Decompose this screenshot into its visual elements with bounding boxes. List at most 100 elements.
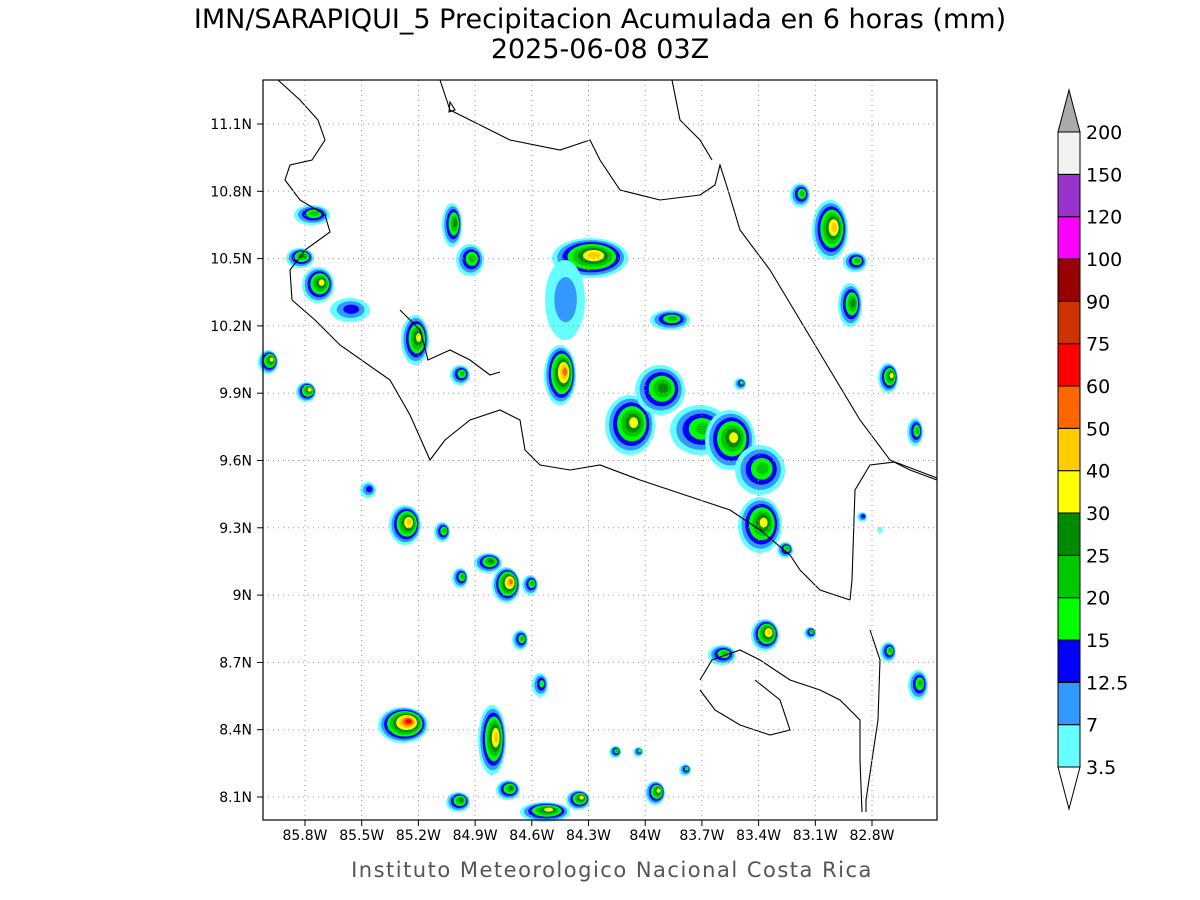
- rain-contour: [318, 279, 325, 286]
- rain-contour: [756, 462, 769, 475]
- rain-contour: [637, 748, 642, 753]
- graticule: 85.8W 85.5W 85.2W 84.9W 84.6W 84.3W 84W 83.7W 83…: [210, 80, 937, 844]
- rain-contour: [406, 519, 412, 526]
- rain-contour: [442, 527, 447, 533]
- lat-tick-label: 10.8N: [210, 184, 252, 200]
- lon-tick-label: 85.8W: [282, 828, 327, 844]
- colorbar-label: 100: [1086, 249, 1122, 271]
- lon-tick-label: 84.6W: [509, 828, 554, 844]
- colorbar-box: [1057, 258, 1081, 302]
- rain-contour: [562, 367, 568, 376]
- precipitation-field: [258, 183, 928, 822]
- colorbar: 3.5 7 12.5 15 20 25 30 40 50 60 75 90 100 120 150 200: [1057, 88, 1128, 811]
- colorbar-label: 25: [1086, 545, 1110, 567]
- title: IMN/SARAPIQUI_5 Precipitacion Acumulada …: [194, 4, 1006, 35]
- rain-contour: [759, 517, 768, 528]
- colorbar-box: [1057, 681, 1081, 726]
- rain-contour: [799, 190, 805, 197]
- rain-contour: [539, 680, 545, 688]
- rain-contour: [877, 527, 883, 533]
- rain-contour: [459, 370, 465, 376]
- lon-tick-label: 84.3W: [566, 828, 611, 844]
- footer: Instituto Meteorologico Nacional Costa R…: [351, 858, 873, 882]
- colorbar-box: [1057, 512, 1081, 556]
- colorbar-box: [1057, 470, 1081, 514]
- rain-contour: [831, 222, 838, 232]
- rain-contour: [889, 372, 894, 379]
- colorbar-label: 75: [1086, 334, 1110, 356]
- rain-contour: [307, 387, 312, 392]
- colorbar-label: 7: [1086, 715, 1098, 737]
- rain-contour: [729, 432, 739, 443]
- rain-contour: [468, 254, 476, 263]
- rain-contour: [416, 333, 422, 343]
- colorbar-box: [1057, 173, 1081, 218]
- colorbar-label: 30: [1086, 503, 1110, 525]
- lon-tick-label: 84W: [629, 828, 661, 844]
- rain-contour: [309, 210, 319, 216]
- rain-contour: [366, 486, 373, 493]
- map-frame: [262, 79, 938, 821]
- lon-tick-label: 85.2W: [396, 828, 441, 844]
- subtitle: 2025-06-08 03Z: [491, 34, 709, 65]
- rain-contour: [488, 558, 494, 564]
- rain-contour: [458, 797, 464, 803]
- rain-contour: [343, 304, 360, 314]
- rain-contour: [530, 580, 535, 586]
- lon-tick-label: 82.8W: [849, 828, 894, 844]
- rain-contour: [452, 218, 458, 228]
- rain-contour: [915, 426, 920, 434]
- lon-tick-label: 83.4W: [736, 828, 781, 844]
- lat-tick-label: 9.3N: [219, 521, 252, 537]
- colorbar-box: [1057, 597, 1081, 641]
- rain-contour: [520, 635, 525, 641]
- rain-contour: [917, 679, 923, 688]
- rain-contour: [588, 252, 601, 259]
- colorbar-label: 12.5: [1086, 672, 1128, 694]
- colorbar-box: [1057, 216, 1081, 260]
- lon-tick-label: 83.1W: [793, 828, 838, 844]
- colorbar-box: [1057, 554, 1081, 599]
- lat-tick-label: 8.7N: [219, 655, 252, 671]
- colorbar-label: 200: [1086, 122, 1122, 144]
- rain-contour: [667, 315, 678, 321]
- colorbar-over: [1057, 88, 1081, 133]
- lat-tick-label: 9N: [233, 588, 252, 604]
- rain-contour: [684, 766, 689, 771]
- lon-tick-label: 83.7W: [679, 828, 724, 844]
- colorbar-box: [1057, 343, 1081, 387]
- lon-tick-label: 84.9W: [453, 828, 498, 844]
- rain-contour: [785, 546, 790, 551]
- rain-contour: [810, 629, 815, 634]
- rain-contour: [405, 719, 412, 724]
- colorbar-label: 15: [1086, 630, 1110, 652]
- rain-contour: [888, 647, 893, 653]
- coastlines: [277, 79, 938, 813]
- colorbar-box: [1057, 385, 1081, 429]
- lat-tick-label: 9.9N: [219, 386, 252, 402]
- rain-contour: [579, 795, 584, 800]
- rain-contour: [615, 748, 620, 753]
- rain-contour: [508, 785, 514, 791]
- colorbar-label: 20: [1086, 588, 1110, 610]
- colorbar-label: 50: [1086, 418, 1110, 440]
- colorbar-label: 90: [1086, 291, 1110, 313]
- rain-contour: [629, 417, 639, 428]
- lat-tick-label: 10.5N: [210, 252, 252, 268]
- rain-contour: [739, 380, 744, 385]
- colorbar-label: 60: [1086, 376, 1110, 398]
- rain-contour: [554, 276, 577, 323]
- rain-contour: [460, 573, 465, 579]
- lat-tick-label: 11.1N: [210, 117, 252, 133]
- lat-tick-label: 9.6N: [219, 454, 252, 470]
- rain-contour: [850, 298, 856, 308]
- lat-tick-label: 8.1N: [219, 790, 252, 806]
- colorbar-label: 40: [1086, 461, 1110, 483]
- rain-contour: [494, 731, 499, 743]
- colorbar-under: [1057, 766, 1081, 811]
- lat-tick-label: 10.2N: [210, 319, 252, 335]
- colorbar-box: [1057, 639, 1081, 683]
- colorbar-label: 120: [1086, 207, 1122, 229]
- colorbar-box: [1057, 131, 1081, 175]
